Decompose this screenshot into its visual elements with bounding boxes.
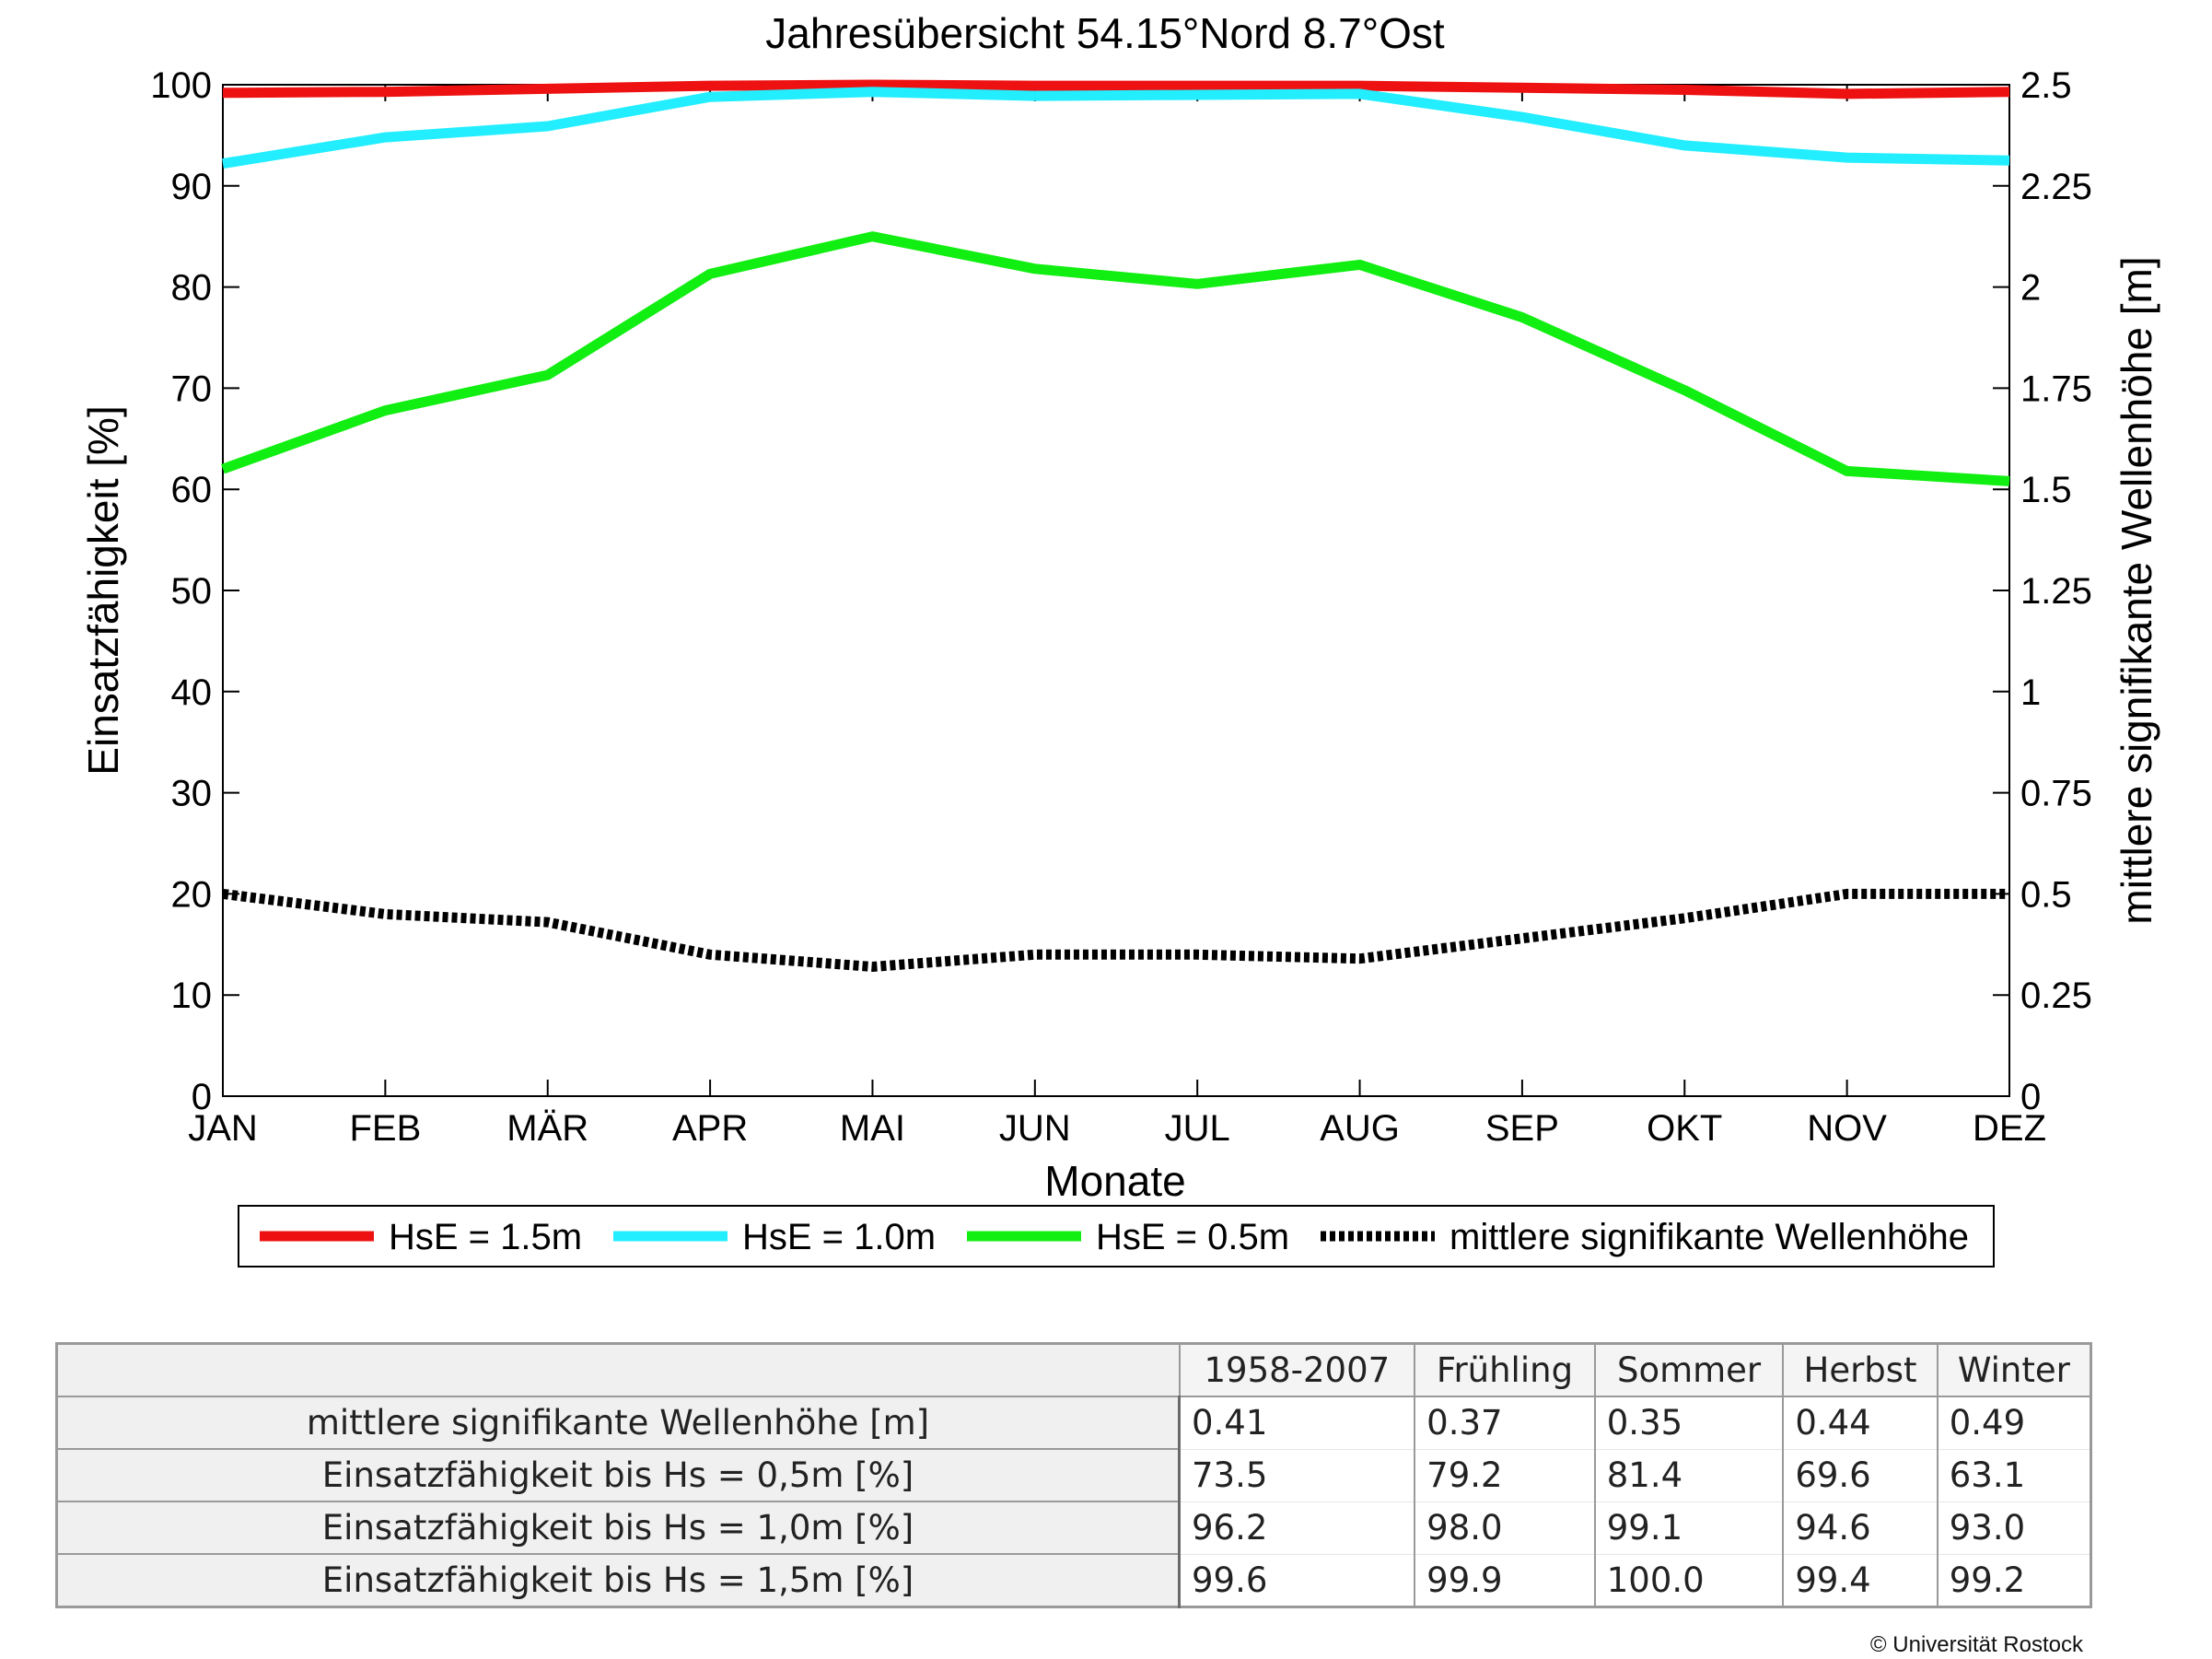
x-tick-label: AUG (1320, 1108, 1400, 1149)
x-tick-label: MÄR (506, 1108, 588, 1149)
statistics-table: 1958-2007 Frühling Sommer Herbst Winter … (55, 1342, 2092, 1608)
table-header-cell: Frühling (1414, 1342, 1596, 1397)
y-axis-label-left: Einsatzfähigkeit [%] (79, 405, 127, 775)
y-tick-label-left: 40 (171, 672, 213, 713)
table-cell: 98.0 (1414, 1501, 1596, 1555)
table-cell: 99.9 (1414, 1553, 1596, 1607)
table-cell: 99.4 (1782, 1553, 1938, 1607)
y-tick-label-right: 1.75 (2020, 368, 2092, 409)
table-cell: 94.6 (1782, 1501, 1938, 1555)
y-tick-label-left: 60 (171, 470, 213, 510)
series-line-mittlere-signifikante-wellenh-he (222, 888, 2009, 972)
table-cell: 81.4 (1593, 1448, 1785, 1502)
table-header-cell: 1958-2007 (1178, 1342, 1416, 1397)
table-header-cell: Sommer (1593, 1342, 1785, 1397)
x-tick-label: JAN (188, 1108, 258, 1149)
table-cell: 0.37 (1414, 1396, 1596, 1450)
x-tick-label: JUN (999, 1108, 1071, 1149)
y-tick-label-left: 0 (192, 1077, 212, 1117)
table-cell: 93.0 (1936, 1501, 2092, 1555)
table-cell: 99.2 (1936, 1553, 2092, 1607)
copyright-notice: © Universität Rostock (1869, 1632, 2083, 1657)
x-tick-label: SEP (1485, 1108, 1559, 1149)
series-line-hse-1-5m (222, 79, 2010, 99)
table-cell: 0.41 (1178, 1396, 1416, 1450)
table-cell: 73.5 (1178, 1448, 1416, 1502)
x-tick-label: FEB (349, 1108, 421, 1149)
table-row: Einsatzfähigkeit bis Hs = 1,5m [%] 99.6 … (55, 1553, 2092, 1608)
table-cell: 100.0 (1593, 1553, 1785, 1607)
y-tick-label-right: 0.75 (2020, 774, 2092, 814)
x-tick-label: NOV (1807, 1108, 1887, 1149)
chart: Jahresübersicht 54.15°Nord 8.7°Ost JAN FE… (79, 9, 2160, 1268)
y-tick-label-right: 0.25 (2020, 976, 2092, 1016)
legend-entries: HsE = 1.5m HsE = 1.0m HsE = 0.5m mittlere s… (260, 1217, 1969, 1257)
x-tick-label: MAI (840, 1108, 905, 1149)
legend-label: HsE = 0.5m (1096, 1217, 1289, 1257)
table-cell: 0.35 (1593, 1396, 1785, 1450)
x-axis-label: Monate (1044, 1157, 1185, 1205)
y-tick-label-left: 30 (171, 774, 213, 814)
y-tick-label-right: 1.5 (2020, 470, 2072, 510)
y-tick-label-right: 0 (2020, 1077, 2041, 1117)
axis-ticks: JAN FEB MÄR APR MAI JUN JUL AUG SEP OKT NOV DEZ0102… (150, 65, 2092, 1149)
table-header-row: 1958-2007 Frühling Sommer Herbst Winter (55, 1342, 2092, 1397)
table-cell: 79.2 (1414, 1448, 1596, 1502)
y-tick-label-right: 1 (2020, 672, 2041, 713)
table-row-label: Einsatzfähigkeit bis Hs = 1,0m [%] (55, 1501, 1181, 1555)
legend-label: HsE = 1.5m (389, 1217, 582, 1257)
y-tick-label-left: 70 (171, 368, 213, 409)
table-cell: 63.1 (1936, 1448, 2092, 1502)
y-tick-label-left: 20 (171, 874, 213, 915)
table-row: mittlere signifikante Wellenhöhe [m] 0.4… (55, 1396, 2092, 1450)
y-tick-label-left: 90 (171, 167, 213, 207)
y-tick-label-right: 1.25 (2020, 571, 2092, 612)
chart-title: Jahresübersicht 54.15°Nord 8.7°Ost (765, 9, 1445, 57)
x-tick-label: APR (672, 1108, 748, 1149)
table-row-label: Einsatzfähigkeit bis Hs = 1,5m [%] (55, 1553, 1181, 1608)
table-cell: 99.6 (1178, 1553, 1416, 1607)
table-corner-cell (55, 1342, 1181, 1397)
y-tick-label-left: 100 (150, 65, 212, 106)
table-cell: 0.49 (1936, 1396, 2092, 1450)
table-cell: 96.2 (1178, 1501, 1416, 1555)
y-tick-label-right: 2.5 (2020, 65, 2072, 106)
y-tick-label-right: 2.25 (2020, 167, 2092, 207)
legend-label: HsE = 1.0m (742, 1217, 936, 1257)
table-cell: 99.1 (1593, 1501, 1785, 1555)
y-tick-label-right: 0.5 (2020, 874, 2072, 915)
table-row: Einsatzfähigkeit bis Hs = 1,0m [%] 96.2 … (55, 1501, 2092, 1555)
legend (238, 1205, 1995, 1268)
series-line-hse-0-5m (221, 231, 2010, 486)
y-tick-label-left: 10 (171, 976, 213, 1016)
table-row-label: mittlere signifikante Wellenhöhe [m] (55, 1396, 1181, 1450)
table-header-cell: Winter (1936, 1342, 2092, 1397)
legend-label: mittlere signifikante Wellenhöhe (1449, 1217, 1969, 1257)
x-tick-label: DEZ (1973, 1108, 2046, 1149)
y-tick-label-left: 50 (171, 571, 213, 612)
y-axis-label-right: mittlere signifikante Wellenhöhe [m] (2113, 256, 2160, 924)
table-row-label: Einsatzfähigkeit bis Hs = 0,5m [%] (55, 1448, 1181, 1502)
table-header-cell: Herbst (1782, 1342, 1938, 1397)
x-tick-label: JUL (1165, 1108, 1230, 1149)
table-row: Einsatzfähigkeit bis Hs = 0,5m [%] 73.5 … (55, 1448, 2092, 1502)
series-line-hse-1-0m (222, 87, 2010, 169)
table-cell: 0.44 (1782, 1396, 1938, 1450)
plot-frame (222, 84, 2010, 1097)
series-lines (221, 79, 2010, 972)
y-tick-label-left: 80 (171, 268, 213, 309)
x-tick-label: OKT (1647, 1108, 1722, 1149)
table-cell: 69.6 (1782, 1448, 1938, 1502)
y-tick-label-right: 2 (2020, 268, 2041, 309)
